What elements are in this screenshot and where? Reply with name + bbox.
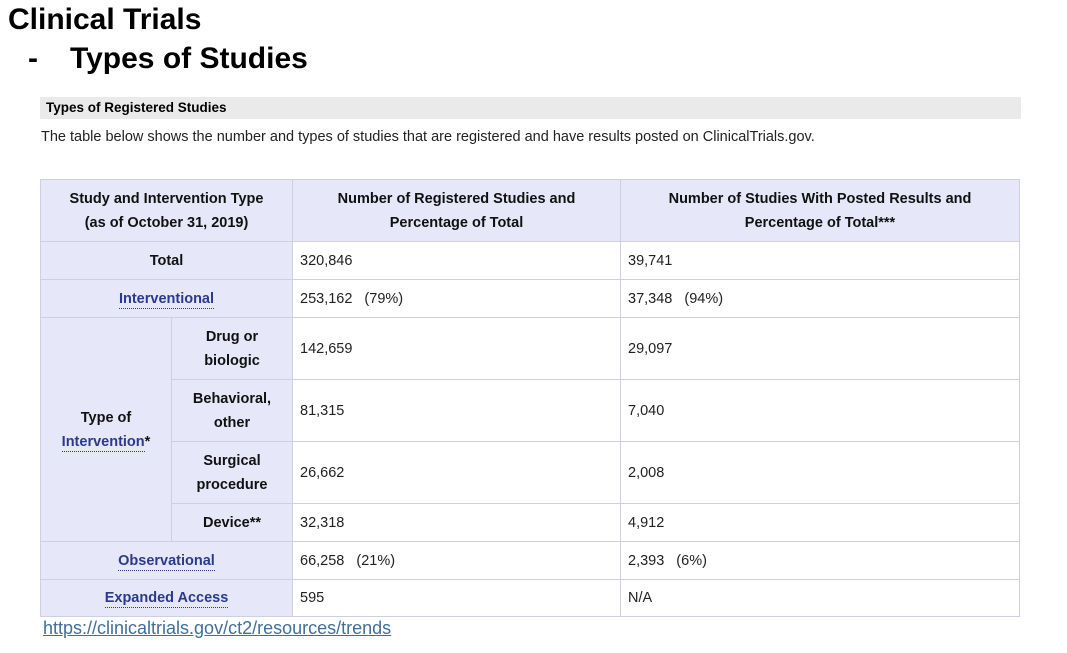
expanded-access-link[interactable]: Expanded Access bbox=[104, 590, 229, 608]
row-label-surgical: Surgical procedure bbox=[171, 441, 293, 504]
row-label-device: Device** bbox=[171, 503, 293, 542]
bullet-dash: - bbox=[28, 42, 38, 75]
row-label-expanded-access: Expanded Access bbox=[40, 579, 293, 617]
cell-drug-posted: 29,097 bbox=[620, 317, 1020, 380]
slide-title: Clinical Trials bbox=[8, 3, 202, 36]
cell-surgical-posted: 2,008 bbox=[620, 441, 1020, 504]
study-types-table: Study and Intervention Type (as of Octob… bbox=[40, 179, 1020, 617]
table-row-behavioral: Behavioral, other 81,315 7,040 bbox=[41, 379, 1020, 442]
intervention-link[interactable]: Intervention bbox=[61, 433, 145, 452]
table-row-surgical: Surgical procedure 26,662 2,008 bbox=[41, 441, 1020, 504]
interventional-link[interactable]: Interventional bbox=[118, 290, 215, 309]
table-row-drug: Type of Intervention* Drug or biologic 1… bbox=[40, 317, 1020, 542]
subtitle-text: Types of Studies bbox=[70, 42, 308, 75]
row-label-observational: Observational bbox=[40, 541, 293, 580]
header-study-type: Study and Intervention Type (as of Octob… bbox=[40, 179, 293, 242]
row-group-type-of-intervention: Type of Intervention* bbox=[40, 317, 172, 542]
row-label-behavioral: Behavioral, other bbox=[171, 379, 293, 442]
header-row: Study and Intervention Type (as of Octob… bbox=[40, 179, 1020, 242]
header-registered: Number of Registered Studies and Percent… bbox=[292, 179, 621, 242]
cell-device-registered: 32,318 bbox=[292, 503, 621, 542]
row-label-drug: Drug or biologic bbox=[171, 317, 293, 380]
table-row-expanded-access: Expanded Access 595 N/A bbox=[40, 579, 1020, 617]
cell-observational-posted: 2,393 (6%) bbox=[620, 541, 1020, 580]
table-row-device: Device** 32,318 4,912 bbox=[41, 503, 1020, 542]
observational-link[interactable]: Observational bbox=[118, 552, 215, 571]
cell-behavioral-posted: 7,040 bbox=[620, 379, 1020, 442]
section-heading: Types of Registered Studies bbox=[46, 100, 227, 115]
cell-behavioral-registered: 81,315 bbox=[292, 379, 621, 442]
row-label-interventional: Interventional bbox=[40, 279, 293, 318]
cell-surgical-registered: 26,662 bbox=[292, 441, 621, 504]
cell-total-registered: 320,846 bbox=[292, 241, 621, 280]
intro-text: The table below shows the number and typ… bbox=[41, 129, 815, 145]
cell-expanded-posted: N/A bbox=[620, 579, 1020, 617]
slide-subtitle: - Types of Studies bbox=[28, 40, 308, 78]
cell-device-posted: 4,912 bbox=[620, 503, 1020, 542]
cell-total-posted: 39,741 bbox=[620, 241, 1020, 280]
header-posted-results: Number of Studies With Posted Results an… bbox=[620, 179, 1020, 242]
cell-drug-registered: 142,659 bbox=[292, 317, 621, 380]
source-link[interactable]: https://clinicaltrials.gov/ct2/resources… bbox=[43, 618, 392, 638]
cell-interventional-registered: 253,162 (79%) bbox=[292, 279, 621, 318]
cell-observational-registered: 66,258 (21%) bbox=[292, 541, 621, 580]
cell-expanded-registered: 595 bbox=[292, 579, 621, 617]
row-label-total: Total bbox=[40, 241, 293, 280]
table-row-total: Total 320,846 39,741 bbox=[40, 241, 1020, 280]
table-row-interventional: Interventional 253,162 (79%) 37,348 (94%) bbox=[40, 279, 1020, 318]
table-row-observational: Observational 66,258 (21%) 2,393 (6%) bbox=[40, 541, 1020, 580]
cell-interventional-posted: 37,348 (94%) bbox=[620, 279, 1020, 318]
section-heading-bar: Types of Registered Studies bbox=[40, 97, 1021, 119]
